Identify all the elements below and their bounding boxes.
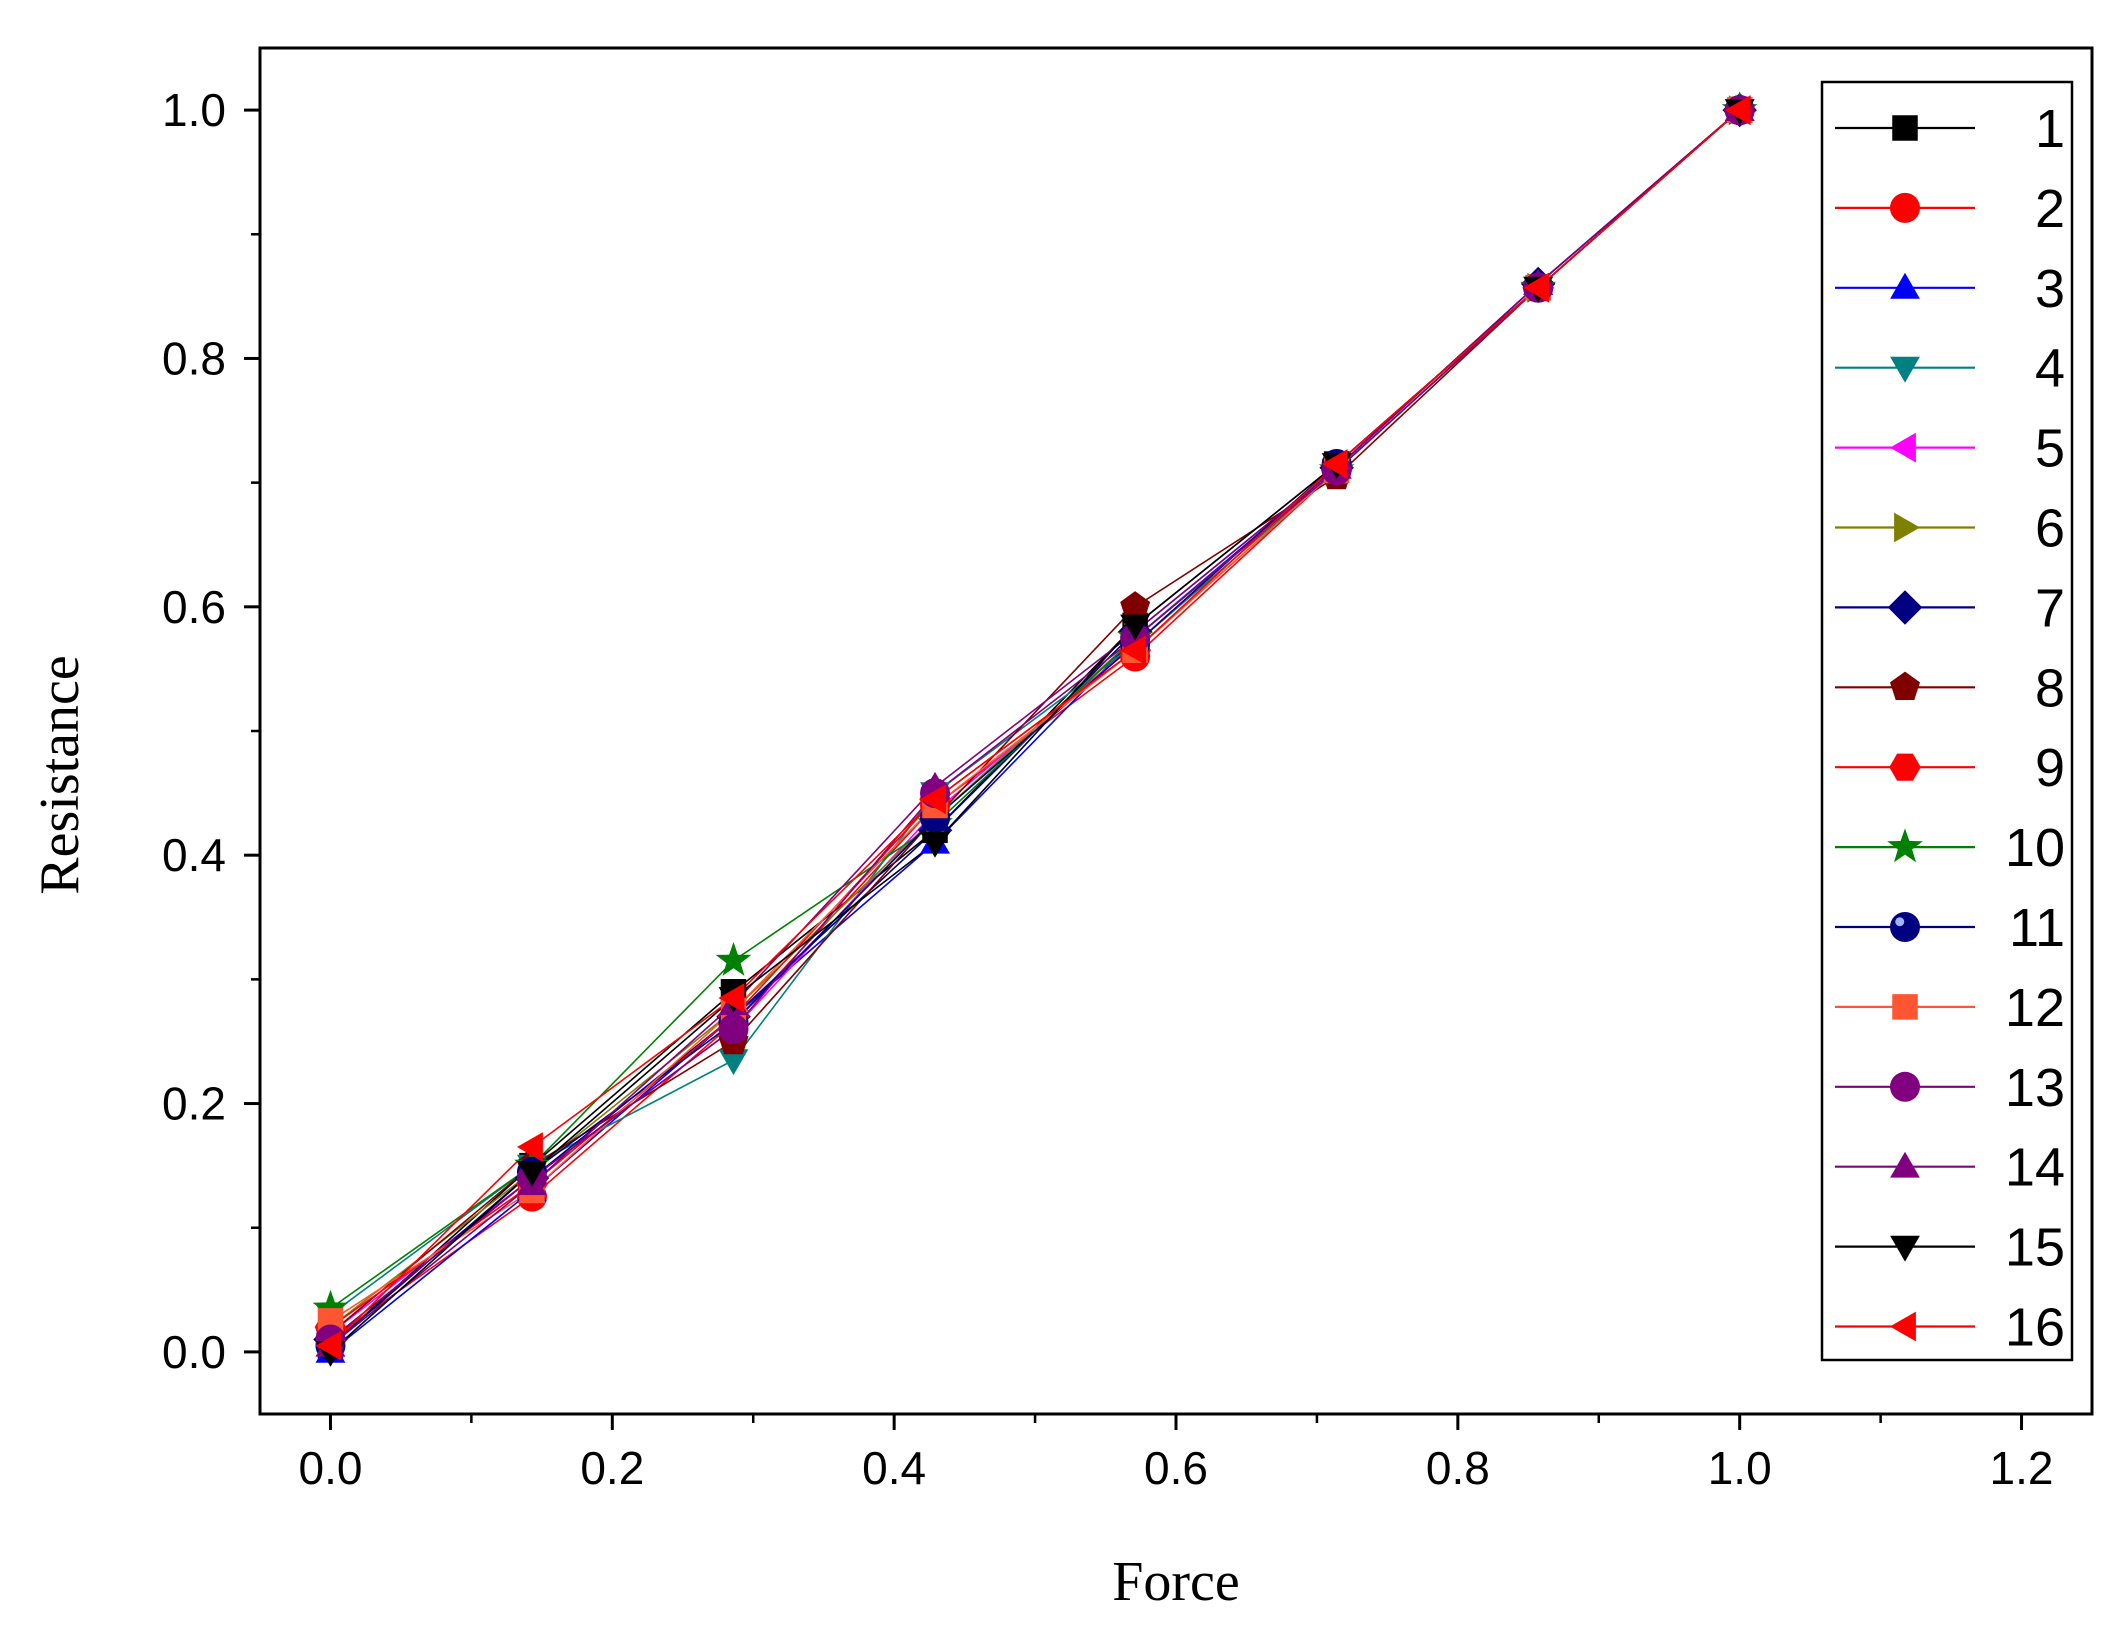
legend-label-8: 8 bbox=[2035, 658, 2065, 718]
legend-marker-6 bbox=[1894, 512, 1920, 543]
legend-label-4: 4 bbox=[2035, 339, 2065, 399]
data-point-series-10 bbox=[312, 1289, 349, 1324]
series-line-14 bbox=[329, 109, 1741, 1347]
legend-marker-15 bbox=[1890, 1235, 1920, 1262]
data-point-series-16 bbox=[517, 1132, 543, 1162]
data-point-series-8 bbox=[1120, 591, 1151, 620]
y-tick-label: 0.6 bbox=[162, 581, 226, 633]
legend-label-6: 6 bbox=[2035, 499, 2065, 559]
legend-marker-11-body bbox=[1890, 912, 1920, 942]
data-point-series-16 bbox=[1120, 635, 1146, 666]
legend-label-2: 2 bbox=[2035, 179, 2065, 239]
legend-marker-11-highlight bbox=[1895, 917, 1905, 927]
x-axis-ticks: 0.0 0.2 0.4 0.6 0.8 1.0 1.2 bbox=[298, 1414, 2054, 1494]
legend-marker-8 bbox=[1890, 671, 1920, 700]
legend-marker-16 bbox=[1890, 1311, 1916, 1342]
series-line-16 bbox=[329, 109, 1741, 1347]
legend-marker-5 bbox=[1890, 432, 1916, 463]
legend-label-15: 15 bbox=[2005, 1218, 2065, 1278]
legend-marker-2 bbox=[1890, 192, 1920, 223]
legend-marker-4 bbox=[1890, 356, 1920, 383]
x-tick-label: 0.2 bbox=[580, 1442, 644, 1494]
x-tick-label: 0.6 bbox=[1144, 1442, 1208, 1494]
data-point-series-16 bbox=[1321, 449, 1348, 479]
data-point-series-16 bbox=[1523, 272, 1549, 303]
series-markers bbox=[312, 91, 1758, 1367]
y-axis-ticks: 0.0 0.2 0.4 0.6 0.8 1.0 bbox=[162, 84, 260, 1378]
legend-marker-3 bbox=[1890, 272, 1920, 299]
legend-label-13: 13 bbox=[2005, 1058, 2065, 1118]
y-tick-label: 0.2 bbox=[162, 1078, 226, 1130]
legend-label-9: 9 bbox=[2035, 738, 2065, 798]
data-point-series-13 bbox=[718, 1014, 749, 1045]
legend-label-14: 14 bbox=[2005, 1138, 2065, 1198]
legend-label-10: 10 bbox=[2005, 818, 2065, 878]
x-tick-label: 0.0 bbox=[298, 1442, 362, 1494]
y-tick-label: 0.8 bbox=[162, 332, 226, 384]
legend-label-11: 11 bbox=[2009, 898, 2065, 958]
data-point-series-10 bbox=[715, 942, 752, 976]
x-tick-label: 1.2 bbox=[1990, 1442, 2054, 1494]
legend-label-16: 16 bbox=[2005, 1298, 2065, 1358]
legend-marker-10 bbox=[1887, 828, 1923, 863]
legend-label-7: 7 bbox=[2035, 578, 2065, 638]
legend-label-5: 5 bbox=[2035, 419, 2065, 479]
data-point-series-16 bbox=[1724, 95, 1751, 125]
legend-marker-7 bbox=[1887, 590, 1923, 625]
x-tick-label: 1.0 bbox=[1708, 1442, 1772, 1494]
data-point-series-16 bbox=[920, 784, 946, 815]
data-point-series-4 bbox=[718, 1049, 749, 1076]
x-tick-label: 0.8 bbox=[1426, 1442, 1490, 1494]
y-tick-label: 0.0 bbox=[162, 1326, 226, 1378]
legend-box bbox=[1820, 80, 2074, 1362]
y-axis-label: Resistance bbox=[29, 655, 91, 894]
series-lines bbox=[329, 109, 1741, 1353]
legend-marker-12 bbox=[1892, 994, 1918, 1020]
data-point-series-16 bbox=[718, 983, 745, 1013]
data-point-series-15 bbox=[920, 831, 950, 858]
y-tick-label: 1.0 bbox=[162, 84, 226, 136]
legend-label-1: 1 bbox=[2035, 99, 2065, 159]
legend-marker-11 bbox=[1890, 912, 1920, 942]
legend-marker-1 bbox=[1892, 115, 1918, 141]
data-point-series-15 bbox=[517, 1161, 547, 1187]
legend-marker-14 bbox=[1890, 1151, 1920, 1178]
legend-label-3: 3 bbox=[2035, 259, 2065, 319]
data-point-series-16 bbox=[315, 1330, 342, 1361]
legend-label-12: 12 bbox=[2005, 978, 2065, 1038]
x-axis-label: Force bbox=[1112, 1551, 1240, 1613]
data-point-series-15 bbox=[1120, 614, 1151, 641]
legend-marker-13 bbox=[1890, 1071, 1920, 1102]
x-tick-label: 0.4 bbox=[862, 1442, 926, 1494]
y-tick-label: 0.4 bbox=[162, 829, 226, 881]
legend-marker-9 bbox=[1889, 753, 1921, 781]
